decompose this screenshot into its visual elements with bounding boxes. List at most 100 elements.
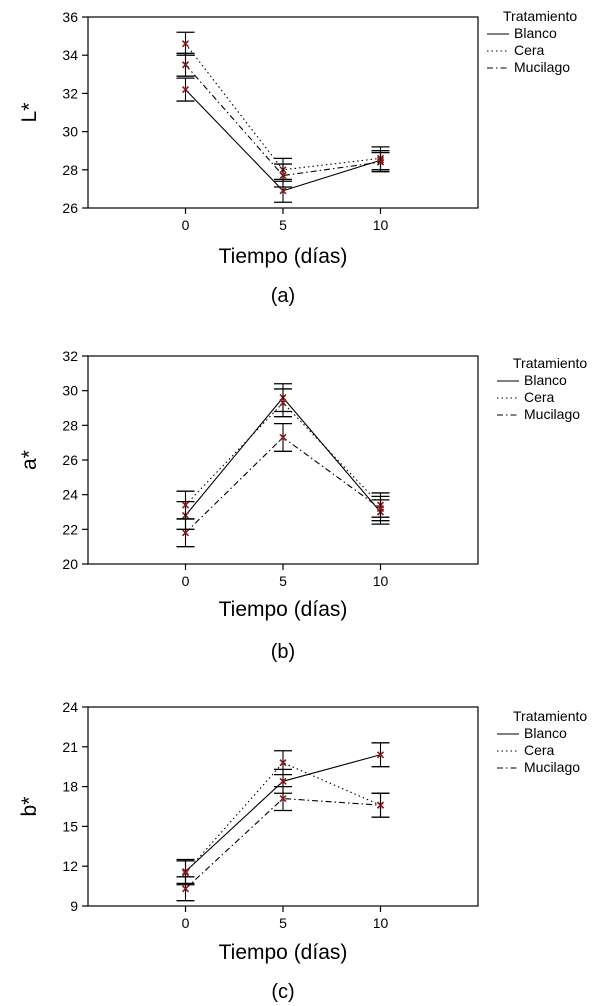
- legend-entry-mucilago: Mucilago: [487, 59, 570, 75]
- legend-title: Tratamiento: [513, 708, 587, 724]
- data-point: [279, 433, 287, 442]
- panel-c: 9 12 15 18 21 24 0 5 10 b* Tiempo (días) (c) Tra…: [18, 699, 587, 1003]
- data-point-stroke: [279, 794, 287, 803]
- data-point-stroke: [376, 801, 385, 809]
- legend-label: Blanco: [524, 372, 567, 388]
- legend-label: Mucilago: [524, 759, 580, 775]
- x-tick-label: 5: [279, 217, 287, 233]
- data-point: [181, 61, 190, 69]
- data-point-stroke: [181, 869, 190, 877]
- data-point: [279, 187, 287, 195]
- data-point: [376, 801, 385, 809]
- legend-entry-cera: Cera: [487, 42, 545, 58]
- x-tick-label: 10: [373, 217, 389, 233]
- y-tick-label: 26: [62, 200, 78, 216]
- series-line-cera: [185, 43, 381, 171]
- y-tick-label: 34: [62, 47, 78, 63]
- y-tick-label: 22: [62, 521, 78, 537]
- data-point-stroke: [279, 399, 287, 407]
- legend-title: Tratamiento: [503, 8, 577, 24]
- data-point: [181, 869, 190, 877]
- legend-entry-mucilago: Mucilago: [497, 759, 580, 775]
- data-point: [181, 501, 190, 509]
- y-tick-label: 20: [62, 556, 78, 572]
- x-tick-label: 10: [373, 573, 389, 589]
- legend-label: Mucilago: [524, 406, 580, 422]
- data-point: [181, 885, 190, 893]
- y-tick-label: 24: [62, 699, 78, 715]
- legend: Tratamiento Blanco Cera Mucilago: [497, 355, 587, 422]
- legend-label: Blanco: [514, 25, 557, 41]
- y-tick-label: 18: [62, 779, 78, 795]
- data-point-stroke: [279, 777, 287, 785]
- series-line-cera: [185, 402, 381, 506]
- legend-entry-cera: Cera: [497, 389, 555, 405]
- data-point: [376, 751, 385, 759]
- x-axis-label: Tiempo (días): [219, 598, 348, 621]
- data-point-stroke: [376, 158, 385, 166]
- legend-entry-cera: Cera: [497, 742, 555, 758]
- legend-entry-mucilago: Mucilago: [497, 406, 580, 422]
- data-point: [279, 171, 287, 180]
- series-line-mucilago: [185, 797, 381, 890]
- x-tick-label: 0: [182, 573, 190, 589]
- data-point-stroke: [181, 61, 190, 69]
- legend-label: Cera: [524, 389, 555, 405]
- x-tick-label: 5: [279, 915, 287, 931]
- legend: Tratamiento Blanco Cera Mucilago: [497, 708, 587, 775]
- data-point-stroke: [181, 885, 190, 893]
- y-tick-label: 15: [62, 818, 78, 834]
- data-point: [181, 86, 190, 94]
- legend-label: Cera: [524, 742, 555, 758]
- data-point-stroke: [279, 187, 287, 195]
- legend-label: Mucilago: [514, 59, 570, 75]
- y-tick-label: 21: [62, 739, 78, 755]
- y-axis-label: L*: [18, 103, 41, 123]
- y-tick-label: 32: [62, 348, 78, 364]
- data-point-stroke: [376, 751, 385, 759]
- panel-caption: (a): [271, 285, 295, 307]
- x-tick-label: 0: [182, 217, 190, 233]
- x-tick-label: 5: [279, 573, 287, 589]
- y-tick-label: 24: [62, 487, 78, 503]
- data-point-stroke: [181, 501, 190, 509]
- y-tick-label: 28: [62, 162, 78, 178]
- data-point-stroke: [181, 529, 190, 537]
- legend-label: Blanco: [524, 725, 567, 741]
- legend-entry-blanco: Blanco: [497, 725, 567, 741]
- data-point: [279, 777, 287, 785]
- legend-label: Cera: [514, 42, 545, 58]
- data-point: [279, 794, 287, 803]
- x-axis-label: Tiempo (días): [219, 245, 348, 268]
- data-point: [279, 399, 287, 407]
- data-point: [181, 40, 190, 48]
- data-point-stroke: [279, 759, 287, 767]
- y-tick-label: 26: [62, 452, 78, 468]
- data-point: [181, 529, 190, 537]
- y-tick-label: 36: [62, 9, 78, 25]
- y-tick-label: 12: [62, 858, 78, 874]
- data-point-stroke: [376, 504, 385, 513]
- legend: Tratamiento Blanco Cera Mucilago: [487, 8, 577, 75]
- y-tick-label: 32: [62, 85, 78, 101]
- data-point-stroke: [181, 40, 190, 48]
- x-tick-label: 10: [373, 915, 389, 931]
- data-point-stroke: [279, 433, 287, 442]
- panel-caption: (c): [271, 981, 294, 1003]
- data-point-stroke: [181, 86, 190, 94]
- data-point: [376, 504, 385, 513]
- panel-caption: (b): [271, 641, 295, 663]
- x-tick-label: 0: [182, 915, 190, 931]
- x-axis-label: Tiempo (días): [219, 941, 348, 964]
- panel-a: 26 28 30 32 34 36 0 5 10 L* Tiempo (días) (a) Tr…: [18, 8, 577, 307]
- y-axis-label: a*: [18, 450, 41, 470]
- legend-entry-blanco: Blanco: [497, 372, 567, 388]
- y-tick-label: 28: [62, 417, 78, 433]
- legend-entry-blanco: Blanco: [487, 25, 557, 41]
- data-point-stroke: [279, 171, 287, 180]
- data-point: [376, 158, 385, 166]
- y-tick-label: 30: [62, 383, 78, 399]
- y-tick-label: 9: [70, 898, 78, 914]
- y-tick-label: 30: [62, 124, 78, 140]
